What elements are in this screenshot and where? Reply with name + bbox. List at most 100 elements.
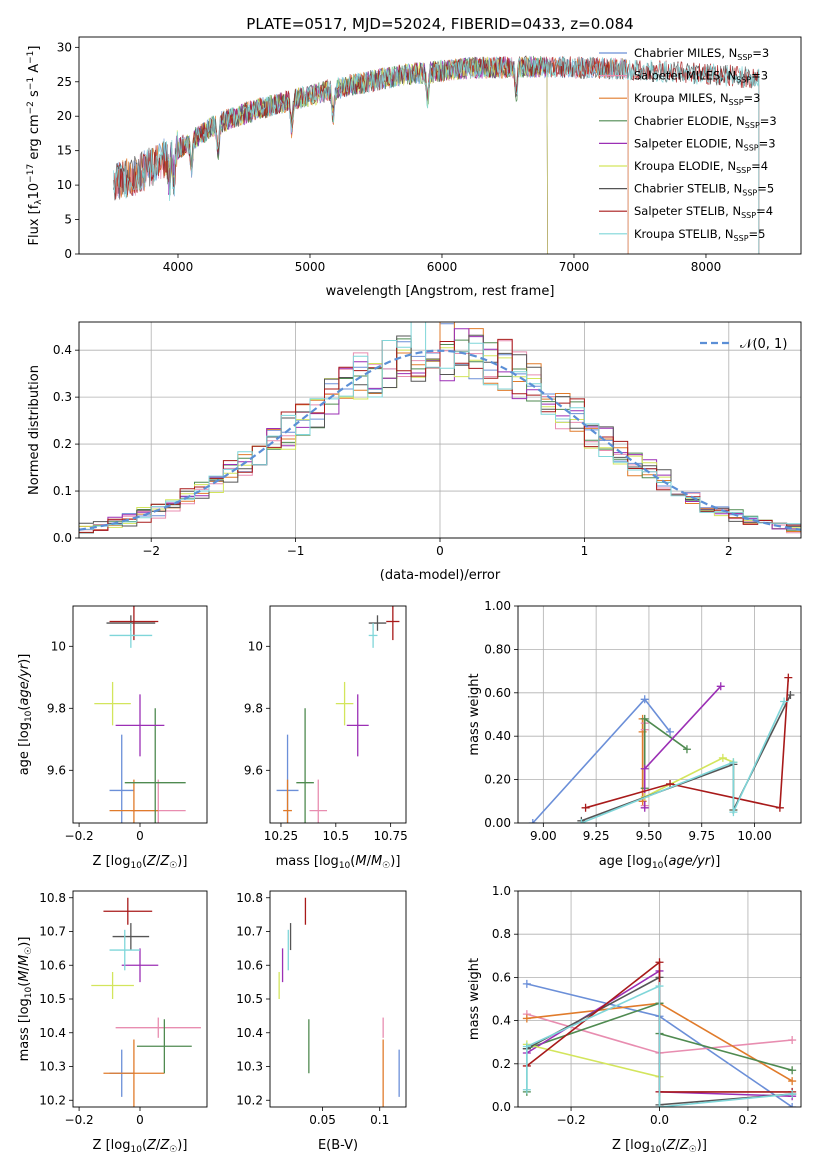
x-axis-label: Z [log10(Z/Z☉)] bbox=[612, 1138, 707, 1155]
plot-frame bbox=[269, 605, 407, 824]
y-tick-label: 0.6 bbox=[492, 970, 511, 984]
legend-label: Salpeter ELODIE, NSSP=3 bbox=[634, 136, 776, 152]
residual-legend: 𝒩(0, 1) bbox=[700, 337, 787, 352]
legend-label: Kroupa STELIB, NSSP=5 bbox=[634, 227, 765, 243]
legend-label-base: Chabrier MILES, N bbox=[634, 46, 737, 60]
y-tick-label: 10.7 bbox=[39, 925, 66, 939]
x-tick-label: 9.75 bbox=[688, 829, 715, 843]
y-tick-label: 10.5 bbox=[236, 992, 263, 1006]
residual-histogram-kroupa-stelib bbox=[79, 322, 801, 530]
x-axis-label-part: Z bbox=[666, 1138, 677, 1153]
weight-marker bbox=[522, 1085, 531, 1094]
legend-label-base: Chabrier STELIB, N bbox=[634, 182, 742, 196]
legend-label-sub: SSP bbox=[745, 121, 760, 130]
plot-area bbox=[94, 606, 186, 823]
legend-label-sub: SSP bbox=[736, 166, 751, 175]
x-axis-label-part: M bbox=[371, 854, 382, 869]
weight-marker bbox=[716, 682, 725, 691]
x-tick-label: 0.05 bbox=[309, 1113, 336, 1127]
x-axis-label-part: ☉ bbox=[169, 861, 177, 871]
x-axis-label-part: log bbox=[630, 1138, 650, 1153]
x-axis-label-part: ( bbox=[663, 854, 668, 869]
y-axis-label-part: 10 bbox=[24, 986, 34, 998]
y-axis-label-part: mass [ bbox=[17, 1018, 32, 1061]
x-axis-label-part: log bbox=[632, 854, 652, 869]
y-axis-label-part: −1 bbox=[26, 51, 36, 64]
x-tick-label: 9.25 bbox=[583, 829, 610, 843]
figure-title: PLATE=0517, MJD=52024, FIBERID=0433, z=0… bbox=[246, 15, 633, 33]
y-axis-label-part: ] bbox=[27, 46, 42, 51]
weight-marker bbox=[666, 727, 675, 736]
x-axis-label-part: Z bbox=[146, 854, 157, 869]
legend-label: Chabrier STELIB, NSSP=5 bbox=[634, 182, 774, 198]
y-axis-label-part: )] bbox=[17, 654, 32, 664]
x-tick-label: 0 bbox=[136, 1113, 144, 1127]
y-tick-label: 10.2 bbox=[236, 1093, 263, 1107]
x-axis-label-part: ( bbox=[142, 1138, 147, 1153]
x-axis-label-part: ☉ bbox=[689, 1145, 697, 1155]
x-axis-label-part: Z bbox=[159, 854, 170, 869]
plot-area bbox=[278, 897, 400, 1107]
y-tick-label: 1.00 bbox=[484, 599, 511, 613]
x-tick-label: 8000 bbox=[691, 260, 722, 274]
y-axis-label: Flux [fλ10−17 erg cm−2 s−1 A−1] bbox=[26, 46, 44, 246]
x-tick-label: 10.75 bbox=[373, 829, 407, 843]
x-tick-label: 10.25 bbox=[264, 829, 298, 843]
weight-marker bbox=[655, 982, 664, 991]
legend-label: 𝒩(0, 1) bbox=[740, 337, 787, 352]
y-axis-label-part: ( bbox=[17, 706, 32, 711]
x-axis-label-part: Z bbox=[159, 1138, 170, 1153]
plot-frame bbox=[269, 890, 407, 1108]
y-axis-label-part: λ bbox=[34, 199, 44, 205]
plot-area bbox=[91, 897, 201, 1107]
y-axis-label-part: 10 bbox=[24, 710, 34, 722]
x-axis-label: mass [log10(M/M☉)] bbox=[276, 854, 401, 871]
x-axis-label-part: 10 bbox=[652, 861, 664, 871]
weight-marker bbox=[788, 1103, 797, 1107]
x-tick-label: 0 bbox=[436, 544, 444, 558]
weight-marker bbox=[682, 745, 691, 754]
y-tick-label: 20 bbox=[57, 109, 72, 123]
x-tick-label: 10.5 bbox=[322, 829, 349, 843]
x-axis-label-part: )] bbox=[390, 854, 400, 869]
y-axis-label-part: age [ bbox=[17, 742, 32, 775]
x-tick-label: −0.2 bbox=[65, 829, 94, 843]
y-axis-label-part: / bbox=[17, 965, 32, 970]
x-axis-label-part: log bbox=[319, 854, 339, 869]
x-tick-label: 1 bbox=[581, 544, 589, 558]
y-tick-label: 1.0 bbox=[492, 884, 511, 898]
x-axis-label-part: Z bbox=[146, 1138, 157, 1153]
x-axis-label-part: / bbox=[156, 854, 161, 869]
x-axis-label-part: / bbox=[675, 1138, 680, 1153]
legend-label-tail: =5 bbox=[749, 227, 766, 241]
plot-frame bbox=[72, 605, 208, 824]
legend-label-sub: SSP bbox=[734, 234, 749, 243]
y-axis-label-part: M bbox=[17, 970, 32, 981]
y-tick-label: 9.8 bbox=[244, 701, 263, 715]
y-tick-label: 30 bbox=[57, 40, 72, 54]
y-axis-label-part: )] bbox=[17, 937, 32, 947]
x-tick-label: 5000 bbox=[295, 260, 326, 274]
legend-label-tail: =4 bbox=[756, 204, 773, 218]
plot-area bbox=[79, 322, 801, 534]
y-tick-label: 9.8 bbox=[47, 701, 66, 715]
y-axis-label-part: ☉ bbox=[24, 947, 34, 955]
weight-marker bbox=[729, 758, 738, 767]
weight-marker bbox=[522, 1042, 531, 1051]
y-tick-label: 25 bbox=[57, 75, 72, 89]
x-axis-label-part: )] bbox=[177, 1138, 187, 1153]
y-axis-label-part: age/yr bbox=[17, 662, 32, 705]
x-axis-label-part: / bbox=[156, 1138, 161, 1153]
y-tick-label: 10.3 bbox=[236, 1060, 263, 1074]
y-axis-label-part: log bbox=[17, 998, 32, 1018]
y-tick-label: 10.8 bbox=[39, 891, 66, 905]
weight-marker bbox=[775, 803, 784, 812]
plot-area bbox=[522, 958, 797, 1107]
x-tick-label: 0.2 bbox=[738, 1113, 757, 1127]
weight-line-kroupa-stelib bbox=[581, 701, 785, 823]
x-axis-label: E(B-V) bbox=[318, 1138, 358, 1153]
x-axis-label-part: ☉ bbox=[169, 1145, 177, 1155]
x-axis-label-part: age/yr bbox=[668, 854, 711, 869]
y-axis-label: mass weight bbox=[467, 673, 482, 755]
